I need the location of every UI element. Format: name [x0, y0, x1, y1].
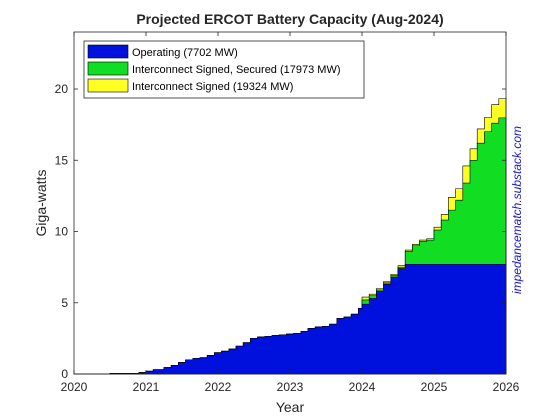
- x-axis-ticks: 2020 2021 2022 2023 2024 2025 2026: [61, 32, 520, 394]
- y-tick-label: 5: [61, 296, 68, 310]
- y-tick-label: 10: [55, 225, 69, 239]
- y-tick-label: 0: [61, 367, 68, 381]
- legend: Operating (7702 MW) Interconnect Signed, …: [83, 40, 365, 99]
- x-tick-label: 2020: [61, 380, 88, 394]
- x-tick-label: 2025: [421, 380, 448, 394]
- x-tick-label: 2026: [493, 380, 520, 394]
- chart-title: Projected ERCOT Battery Capacity (Aug-20…: [136, 11, 443, 27]
- legend-label: Operating (7702 MW): [132, 47, 238, 59]
- legend-frame: [83, 40, 365, 99]
- x-tick-label: 2023: [277, 380, 304, 394]
- y-axis-label: Giga-watts: [33, 170, 49, 237]
- y-axis-ticks: 0 5 10 15 20: [55, 82, 506, 381]
- legend-swatch: [87, 44, 129, 59]
- x-axis-label: Year: [276, 399, 305, 415]
- x-tick-label: 2024: [349, 380, 376, 394]
- legend-swatch: [87, 61, 129, 76]
- legend-label: Interconnect Signed (19324 MW): [132, 81, 293, 93]
- legend-label: Interconnect Signed, Secured (17973 MW): [132, 64, 341, 76]
- x-tick-label: 2021: [133, 380, 160, 394]
- x-tick-label: 2022: [205, 380, 232, 394]
- area-series-group: [74, 98, 507, 375]
- watermark-text: impedancematch.substack.com: [510, 126, 524, 294]
- y-tick-label: 15: [55, 153, 69, 167]
- series-area-1: [74, 263, 507, 375]
- y-tick-label: 20: [55, 82, 69, 96]
- legend-swatch: [87, 78, 129, 93]
